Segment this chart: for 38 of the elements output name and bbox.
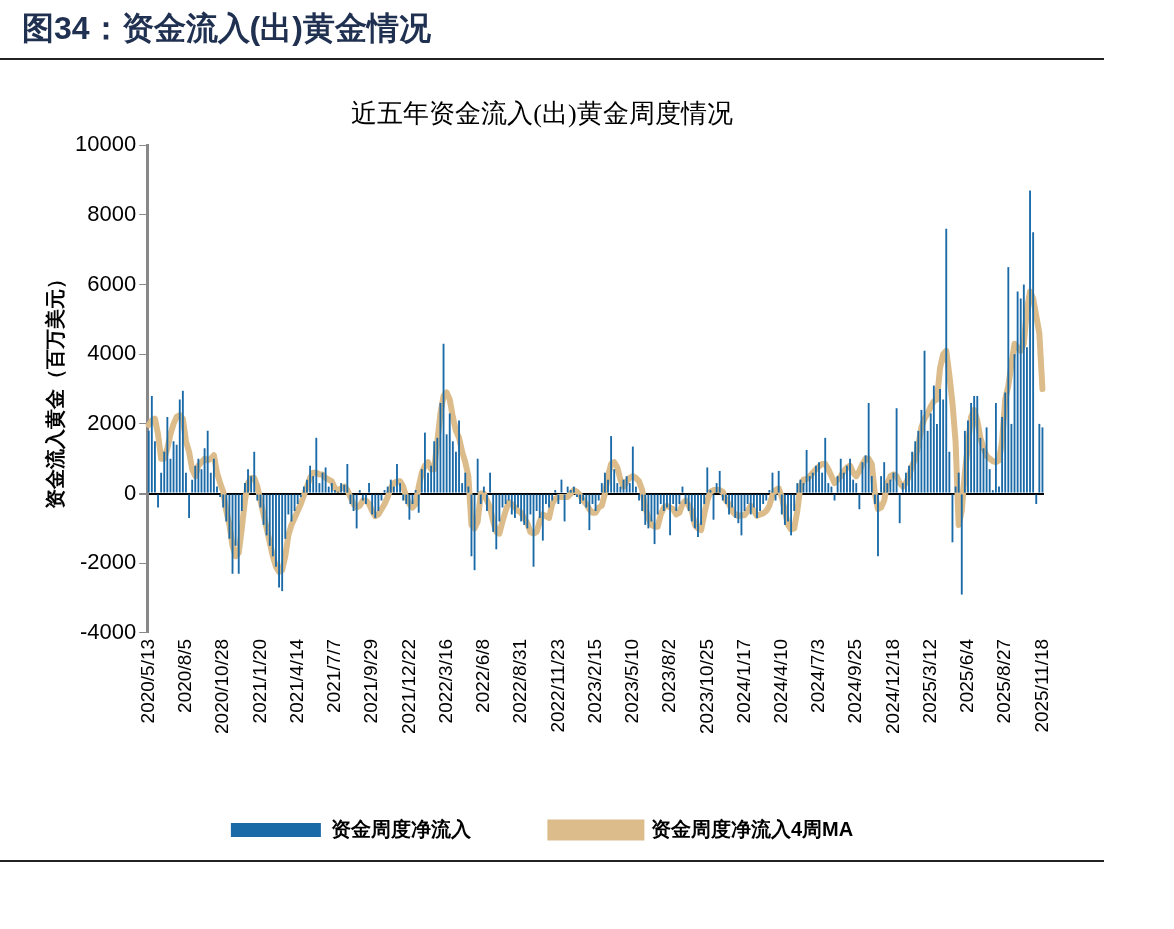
x-tick-label: 2024/1/17 <box>732 638 754 724</box>
chart-title: 图34：资金流入(出)黄金情况 <box>0 0 1104 60</box>
x-tick-label: 2024/7/3 <box>807 638 829 713</box>
x-tick-label: 2022/8/31 <box>509 638 531 724</box>
x-tick-label: 2021/1/20 <box>248 638 270 724</box>
x-tick-label: 2021/7/7 <box>323 638 345 713</box>
chart-subtitle: 近五年资金流入(出)黄金周度情况 <box>351 99 733 129</box>
x-tick-label: 2024/12/18 <box>881 638 903 734</box>
x-tick-label: 2022/6/8 <box>472 638 494 713</box>
x-tick-label: 2023/8/2 <box>658 638 680 713</box>
x-tick-label: 2025/3/12 <box>918 638 940 724</box>
x-tick-label: 2020/8/5 <box>174 638 196 713</box>
y-tick-label: -2000 <box>79 549 137 575</box>
x-tick-label: 2022/11/23 <box>546 638 568 733</box>
x-tick-label: 2021/4/14 <box>285 638 307 724</box>
y-tick-label: -4000 <box>79 618 137 644</box>
y-tick-label: 8000 <box>87 200 137 226</box>
x-tick-label: 2025/8/27 <box>993 638 1015 724</box>
y-tick-label: 0 <box>123 479 137 505</box>
x-tick-label: 2021/12/22 <box>397 638 419 734</box>
y-tick-label: 6000 <box>87 270 137 296</box>
x-tick-label: 2022/3/16 <box>434 638 456 724</box>
x-tick-label: 2023/10/25 <box>695 638 717 734</box>
x-tick-label: 2025/6/4 <box>956 638 978 713</box>
y-tick-label: 4000 <box>87 340 137 366</box>
y-tick-label: 2000 <box>87 409 137 435</box>
x-tick-label: 2024/4/10 <box>770 638 792 724</box>
y-axis-title: 资金流入黄金（百万美元） <box>43 269 66 510</box>
x-tick-label: 2023/5/10 <box>621 638 643 724</box>
x-tick-label: 2023/2/15 <box>583 638 605 724</box>
x-tick-label: 2020/5/13 <box>136 638 158 724</box>
legend-label: 资金周度净流入4周MA <box>650 817 854 840</box>
x-tick-label: 2020/10/28 <box>211 638 233 734</box>
x-tick-label: 2024/9/25 <box>844 638 866 724</box>
legend-label: 资金周度净流入 <box>330 817 472 840</box>
x-tick-label: 2025/11/18 <box>1030 638 1052 733</box>
x-tick-label: 2021/9/29 <box>360 638 382 724</box>
y-tick-label: 10000 <box>74 131 137 157</box>
